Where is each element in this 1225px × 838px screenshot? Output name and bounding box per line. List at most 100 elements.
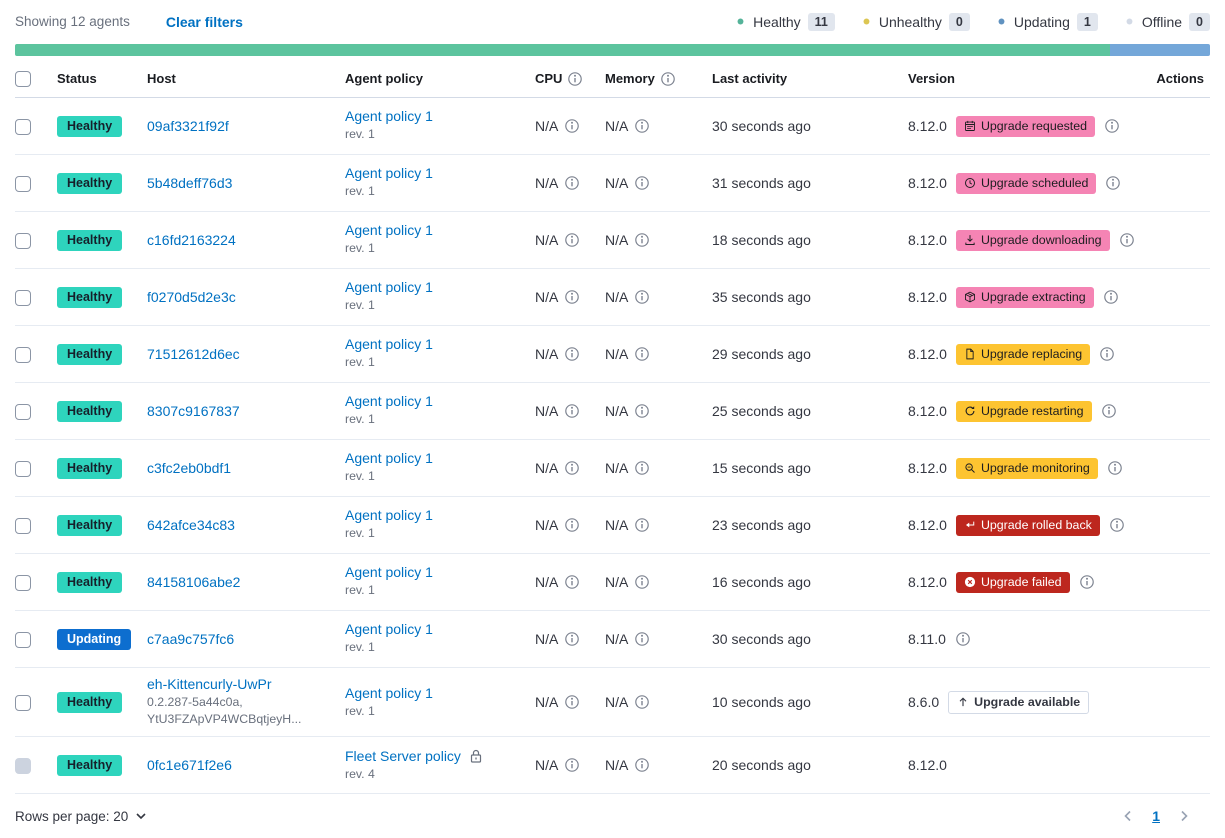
info-icon[interactable] [634, 574, 650, 590]
info-icon[interactable] [564, 694, 580, 710]
info-icon[interactable] [634, 289, 650, 305]
host-link[interactable]: 71512612d6ec [147, 346, 240, 362]
info-icon[interactable] [634, 757, 650, 773]
host-link[interactable]: f0270d5d2e3c [147, 289, 236, 305]
info-icon[interactable] [1109, 517, 1125, 533]
info-icon[interactable] [564, 517, 580, 533]
row-checkbox[interactable] [15, 631, 31, 648]
info-icon[interactable] [564, 460, 580, 476]
info-icon[interactable] [634, 346, 650, 362]
host-link[interactable]: 8307c9167837 [147, 403, 240, 419]
host-link[interactable]: 5b48deff76d3 [147, 175, 233, 191]
info-icon[interactable] [660, 71, 676, 87]
actions-menu-button[interactable] [1196, 400, 1204, 423]
actions-menu-button[interactable] [1196, 286, 1204, 309]
info-icon[interactable] [1101, 403, 1117, 419]
select-all-checkbox[interactable] [15, 70, 31, 87]
host-link[interactable]: c16fd2163224 [147, 232, 236, 248]
row-checkbox[interactable] [15, 289, 31, 306]
info-icon[interactable] [634, 403, 650, 419]
agent-policy-link[interactable]: Agent policy 1 [345, 507, 433, 524]
host-link[interactable]: 0fc1e671f2e6 [147, 757, 232, 774]
row-checkbox [15, 758, 31, 775]
row-checkbox[interactable] [15, 694, 31, 711]
info-icon[interactable] [1119, 232, 1135, 248]
info-icon[interactable] [1104, 118, 1120, 134]
actions-menu-button[interactable] [1196, 571, 1204, 594]
agent-policy-link[interactable]: Agent policy 1 [345, 621, 433, 638]
actions-menu-button[interactable] [1196, 514, 1204, 537]
host-link[interactable]: 84158106abe2 [147, 574, 241, 590]
info-icon[interactable] [955, 631, 971, 647]
info-icon[interactable] [567, 71, 583, 87]
info-icon[interactable] [634, 517, 650, 533]
host-link[interactable]: c3fc2eb0bdf1 [147, 460, 232, 476]
previous-page-button[interactable] [1120, 808, 1136, 824]
agent-policy-link[interactable]: Agent policy 1 [345, 336, 433, 353]
info-icon[interactable] [634, 175, 650, 191]
info-icon[interactable] [564, 403, 580, 419]
page-number-button[interactable]: 1 [1152, 808, 1160, 825]
row-checkbox[interactable] [15, 517, 31, 534]
actions-menu-button[interactable] [1196, 628, 1204, 651]
actions-menu-button[interactable] [1196, 457, 1204, 480]
row-checkbox[interactable] [15, 118, 31, 135]
info-icon[interactable] [1103, 289, 1119, 305]
host-link[interactable]: 642afce34c83 [147, 517, 235, 533]
info-icon[interactable] [1099, 346, 1115, 362]
agent-policy-link[interactable]: Agent policy 1 [345, 222, 433, 239]
agent-version: 8.12.0 [908, 460, 947, 476]
row-checkbox[interactable] [15, 460, 31, 477]
info-icon[interactable] [564, 757, 580, 773]
agent-policy-link[interactable]: Agent policy 1 [345, 684, 433, 701]
row-checkbox[interactable] [15, 574, 31, 591]
actions-menu-button[interactable] [1196, 754, 1204, 777]
legend-item-healthy[interactable]: Healthy 11 [735, 12, 835, 31]
row-checkbox[interactable] [15, 403, 31, 420]
actions-menu-button[interactable] [1196, 343, 1204, 366]
actions-menu-button[interactable] [1196, 691, 1204, 714]
info-icon[interactable] [564, 232, 580, 248]
agent-policy-link[interactable]: Agent policy 1 [345, 165, 433, 182]
clear-filters-button[interactable]: Clear filters [165, 13, 243, 30]
upgrade-status-badge[interactable]: Upgrade available [948, 690, 1090, 714]
info-icon[interactable] [1107, 460, 1123, 476]
info-icon[interactable] [634, 118, 650, 134]
cpu-value: N/A [535, 517, 559, 533]
info-icon[interactable] [634, 631, 650, 647]
info-icon[interactable] [564, 631, 580, 647]
info-icon[interactable] [564, 175, 580, 191]
info-icon[interactable] [1105, 175, 1121, 191]
info-icon[interactable] [564, 118, 580, 134]
chevron-down-icon [133, 808, 149, 824]
agent-policy-link[interactable]: Fleet Server policy [345, 747, 461, 764]
agent-policy-link[interactable]: Agent policy 1 [345, 108, 433, 125]
legend-item-offline[interactable]: Offline 0 [1124, 12, 1210, 31]
info-icon[interactable] [564, 346, 580, 362]
status-bar-segment-updating [1110, 44, 1210, 56]
row-checkbox[interactable] [15, 232, 31, 249]
info-icon[interactable] [634, 460, 650, 476]
info-icon[interactable] [1079, 574, 1095, 590]
host-link[interactable]: eh-Kittencurly-UwPr [147, 676, 272, 692]
agent-policy-link[interactable]: Agent policy 1 [345, 393, 433, 410]
info-icon[interactable] [634, 694, 650, 710]
row-checkbox[interactable] [15, 175, 31, 192]
rows-per-page-button[interactable]: Rows per page: 20 [15, 808, 149, 824]
info-icon[interactable] [564, 574, 580, 590]
legend-item-updating[interactable]: Updating 1 [996, 12, 1098, 31]
agent-version: 8.12.0 [908, 517, 947, 533]
actions-menu-button[interactable] [1196, 172, 1204, 195]
actions-menu-button[interactable] [1196, 115, 1204, 138]
agent-policy-link[interactable]: Agent policy 1 [345, 564, 433, 581]
agent-policy-link[interactable]: Agent policy 1 [345, 450, 433, 467]
agent-policy-link[interactable]: Agent policy 1 [345, 279, 433, 296]
info-icon[interactable] [564, 289, 580, 305]
actions-menu-button[interactable] [1196, 229, 1204, 252]
host-link[interactable]: c7aa9c757fc6 [147, 631, 235, 647]
host-link[interactable]: 09af3321f92f [147, 118, 229, 134]
row-checkbox[interactable] [15, 346, 31, 363]
legend-item-unhealthy[interactable]: Unhealthy 0 [861, 12, 970, 31]
info-icon[interactable] [634, 232, 650, 248]
next-page-button[interactable] [1176, 808, 1192, 824]
